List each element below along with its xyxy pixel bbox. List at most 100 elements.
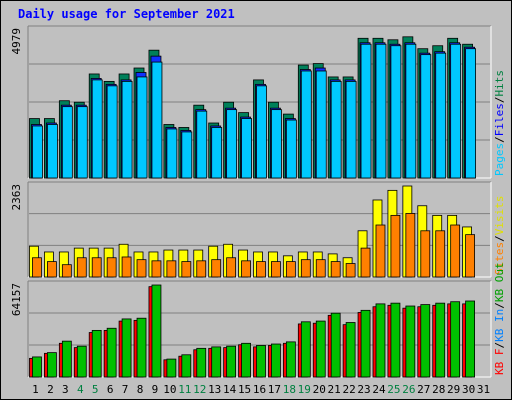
bar-kb-out-day-29 [450, 301, 461, 378]
bar-kb-out-day-8 [136, 317, 147, 378]
x-tick-label: 29 [447, 383, 460, 396]
bar-pages-day-22 [345, 80, 357, 179]
bar-pages-day-12 [196, 110, 208, 179]
bar-pages-day-4 [76, 106, 88, 179]
bar-kb-out-day-18 [285, 341, 296, 378]
bar-kb-out-day-6 [106, 327, 117, 378]
bar-pages-day-24 [375, 43, 387, 179]
legend: Pages/Files/Hits [493, 70, 506, 176]
x-tick-label: 1 [32, 383, 39, 396]
bar-sites-day-10 [166, 260, 177, 278]
legend: Sites/Visits [493, 196, 506, 276]
bar-sites-day-21 [330, 261, 341, 278]
bar-kb-out-day-23 [360, 309, 371, 378]
bar-kb-out-day-24 [375, 303, 386, 378]
bar-kb-out-day-30 [465, 300, 475, 378]
bar-sites-day-13 [211, 259, 222, 278]
x-tick-label: 30 [462, 383, 475, 396]
bar-pages-day-1 [32, 125, 43, 179]
bar-sites-day-7 [121, 256, 132, 278]
bar-kb-out-day-3 [61, 340, 72, 378]
bar-sites-day-27 [420, 230, 431, 278]
y-axis-max-label: 2363 [10, 184, 23, 211]
legend-entry: / [493, 136, 506, 143]
x-tick-label: 24 [372, 383, 386, 396]
bar-kb-out-day-25 [390, 302, 401, 378]
bar-sites-day-16 [256, 261, 266, 278]
x-tick-label: 6 [107, 383, 114, 396]
bar-kb-out-day-1 [32, 356, 42, 378]
legend: KB F/KB In/KB Out [493, 262, 506, 375]
bar-sites-day-30 [465, 234, 475, 278]
bar-kb-out-day-7 [121, 318, 132, 378]
bar-sites-day-18 [285, 261, 296, 278]
bar-pages-day-26 [405, 43, 417, 179]
x-tick-label: 11 [178, 383, 191, 396]
bar-pages-day-7 [121, 80, 133, 179]
legend-entry: KB In [493, 309, 506, 342]
bar-pages-day-18 [285, 119, 297, 179]
x-tick-label: 25 [387, 383, 400, 396]
bar-sites-day-12 [196, 260, 207, 278]
legend-entry: / [493, 97, 506, 104]
bar-sites-day-24 [375, 224, 386, 278]
bar-sites-day-8 [136, 259, 147, 278]
legend-entry: KB Out [493, 262, 506, 302]
bar-kb-out-day-4 [76, 345, 87, 378]
bar-sites-day-11 [181, 261, 192, 278]
bar-kb-out-day-22 [345, 322, 356, 378]
x-tick-label: 18 [283, 383, 296, 396]
x-tick-label: 28 [432, 383, 445, 396]
bar-sites-day-28 [435, 230, 446, 278]
bar-pages-day-29 [450, 43, 462, 179]
bar-pages-day-23 [360, 43, 372, 179]
legend-entry: / [493, 302, 506, 309]
bar-pages-day-9 [151, 61, 163, 179]
legend-entry: Files [493, 103, 506, 136]
bar-sites-day-29 [450, 224, 461, 278]
bar-kb-out-day-9 [151, 284, 162, 378]
bar-pages-day-21 [330, 80, 342, 179]
legend-entry: KB F [493, 349, 506, 376]
bar-pages-day-14 [226, 109, 238, 179]
bar-pages-day-10 [166, 128, 178, 179]
bar-pages-day-16 [256, 85, 267, 179]
x-tick-label: 3 [62, 383, 69, 396]
x-tick-label: 22 [342, 383, 355, 396]
legend-entry: Hits [493, 70, 506, 97]
bar-kb-out-day-2 [47, 352, 57, 378]
bar-sites-day-4 [76, 257, 87, 278]
bar-kb-out-day-26 [405, 305, 416, 378]
legend-entry: Sites [493, 242, 506, 275]
bar-sites-day-2 [47, 261, 57, 278]
bar-kb-out-day-10 [166, 358, 177, 378]
bar-pages-day-19 [300, 70, 312, 179]
bar-kb-out-day-5 [91, 329, 102, 378]
bar-kb-out-day-13 [211, 346, 222, 378]
bar-sites-day-20 [315, 259, 326, 278]
bar-sites-day-22 [345, 263, 356, 278]
bar-sites-day-6 [106, 257, 117, 278]
bar-kb-out-day-16 [256, 345, 266, 378]
x-tick-label: 2 [47, 383, 54, 396]
bar-pages-day-15 [241, 118, 252, 179]
x-tick-label: 7 [122, 383, 129, 396]
y-axis-max-label: 64157 [10, 283, 23, 316]
bar-sites-day-23 [360, 247, 371, 278]
bar-pages-day-28 [435, 52, 447, 179]
bar-pages-day-20 [315, 70, 327, 179]
x-tick-label: 4 [77, 383, 84, 396]
y-axis-max-label: 4979 [10, 28, 23, 55]
x-tick-label: 8 [137, 383, 144, 396]
x-tick-label: 14 [223, 383, 237, 396]
bar-sites-day-15 [241, 260, 251, 278]
bar-pages-day-3 [61, 106, 73, 179]
bar-sites-day-25 [390, 214, 401, 278]
x-tick-label: 16 [253, 383, 266, 396]
bar-sites-day-5 [91, 257, 102, 278]
x-tick-label: 20 [313, 383, 326, 396]
bar-kb-out-day-28 [435, 302, 446, 378]
bar-kb-out-day-14 [226, 345, 237, 378]
